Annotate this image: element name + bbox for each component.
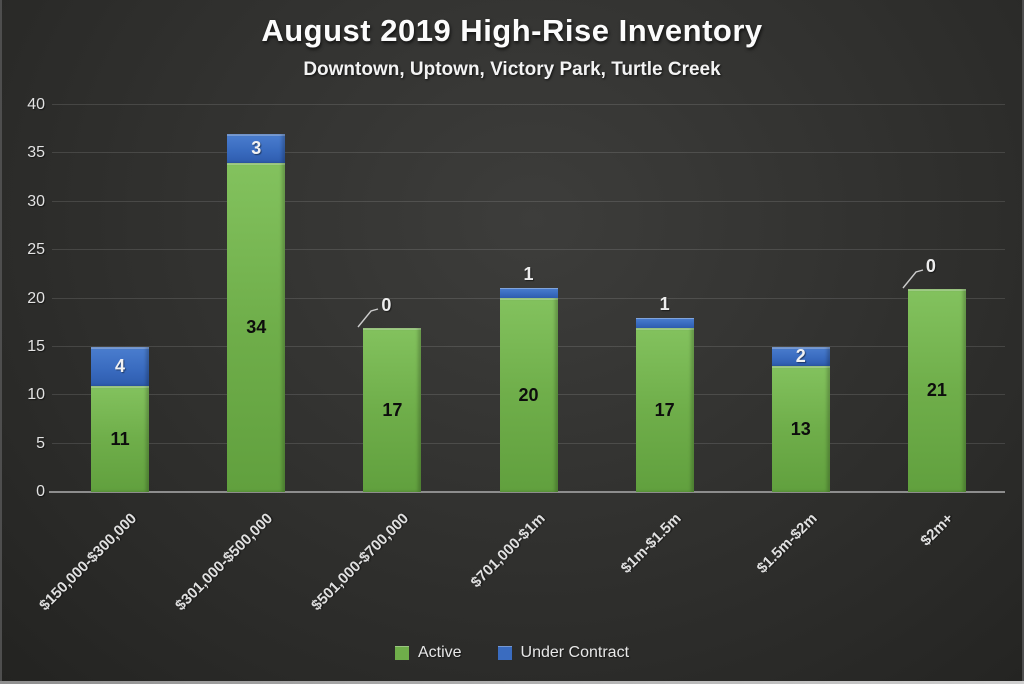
y-axis-tick-label: 30 xyxy=(27,192,45,210)
plot-area: 11 4 34 3 17 0 20 1 17 1 13 2 21 0 xyxy=(49,104,1005,493)
under-contract-value-label: 3 xyxy=(251,138,262,158)
bar-segment-under-contract xyxy=(635,318,694,328)
gridline xyxy=(52,200,1005,202)
legend-label: Under Contract xyxy=(520,644,630,661)
y-axis-tick-label: 0 xyxy=(36,483,45,500)
active-value-label: 13 xyxy=(790,418,811,439)
under-contract-value-label: 2 xyxy=(795,346,806,366)
under-contract-value-label: 0 xyxy=(925,256,936,276)
legend-swatch-active xyxy=(394,646,409,660)
bar-3: 17 0 xyxy=(357,295,422,492)
callout-leader-line-icon xyxy=(357,308,379,328)
y-axis-tick-label: 5 xyxy=(36,434,45,452)
chart-subtitle: Downtown, Uptown, Victory Park, Turtle C… xyxy=(303,59,721,80)
bar-segment-active: 20 xyxy=(499,298,558,492)
bar-segment-under-contract xyxy=(499,288,558,298)
y-axis-tick-label: 20 xyxy=(27,289,45,307)
x-axis-labels: $150,000-$300,000 $301,000-$500,000 $501,0… xyxy=(36,492,1005,632)
under-contract-value-label: 0 xyxy=(381,295,392,315)
legend-label: Active xyxy=(417,644,462,661)
x-axis-label-text: $1.5m-$2m xyxy=(753,510,821,577)
y-axis-tick-label: 10 xyxy=(27,386,45,404)
x-axis-label-text: $1m-$1.5m xyxy=(617,510,685,577)
active-value-label: 21 xyxy=(926,380,947,400)
x-axis-label-text: $501,000-$700,000 xyxy=(308,510,413,615)
bar-segment-active: 17 xyxy=(635,328,694,492)
bar-5: 17 1 xyxy=(635,294,694,492)
bar-segment-under-contract: 4 xyxy=(91,347,150,386)
under-contract-value-label: 1 xyxy=(659,294,670,314)
legend-swatch-under-contract xyxy=(497,646,512,660)
callout-leader-line-icon xyxy=(902,269,924,289)
y-axis-tick-label: 25 xyxy=(27,241,45,259)
active-value-label: 17 xyxy=(382,399,403,420)
frame-bottom-edge xyxy=(0,681,1024,684)
bar-1: 11 4 xyxy=(91,347,150,492)
gridline xyxy=(52,104,1005,105)
bar-segment-active: 21 xyxy=(907,289,966,492)
bar-segment-active: 11 xyxy=(91,386,150,492)
legend: Active Under Contract xyxy=(0,644,1024,662)
legend-item-active: Active xyxy=(394,644,462,662)
active-value-label: 17 xyxy=(654,399,675,420)
bar-6: 13 2 xyxy=(771,346,830,492)
zero-callout: 0 xyxy=(357,295,405,328)
gridline xyxy=(52,249,1005,251)
bar-segment-active: 13 xyxy=(771,366,830,492)
x-axis-label-text: $701,000-$1m xyxy=(467,510,549,592)
y-axis-tick-label: 15 xyxy=(27,337,45,355)
chart-title: August 2019 High-Rise Inventory xyxy=(261,13,763,48)
bar-segment-under-contract: 3 xyxy=(227,134,286,163)
x-axis-line xyxy=(49,491,1005,493)
gridline xyxy=(52,152,1005,154)
zero-callout: 0 xyxy=(902,256,950,289)
y-axis-tick-label: 35 xyxy=(27,144,45,162)
x-axis-label-text: $2m+ xyxy=(917,510,957,550)
x-axis-label-text: $150,000-$300,000 xyxy=(36,510,141,615)
y-axis: 0 5 10 15 20 25 30 35 40 xyxy=(0,96,45,500)
bar-segment-active: 17 xyxy=(363,328,422,492)
active-value-label: 11 xyxy=(110,428,130,449)
x-axis-label-text: $301,000-$500,000 xyxy=(172,510,277,615)
under-contract-value-label: 1 xyxy=(523,264,534,284)
y-axis-tick-label: 40 xyxy=(27,96,45,113)
bar-2: 34 3 xyxy=(227,134,286,492)
active-value-label: 34 xyxy=(246,317,267,337)
bar-segment-under-contract: 2 xyxy=(771,346,830,366)
bar-segment-active: 34 xyxy=(227,163,286,492)
bar-7: 21 0 xyxy=(902,256,966,492)
legend-item-under-contract: Under Contract xyxy=(497,644,630,662)
under-contract-value-label: 4 xyxy=(115,356,126,376)
bar-4: 20 1 xyxy=(499,264,558,492)
active-value-label: 20 xyxy=(518,384,539,405)
